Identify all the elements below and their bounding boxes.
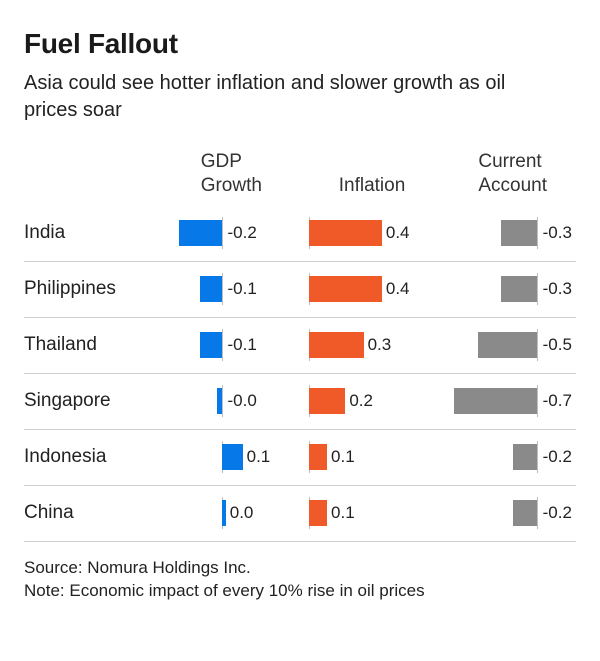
bar-current_account	[501, 276, 536, 302]
axis-line	[537, 441, 538, 473]
axis-line	[222, 329, 223, 361]
value-current_account: -0.3	[543, 279, 572, 299]
cell-current_account: -0.2	[435, 430, 576, 485]
value-gdp: -0.0	[228, 391, 257, 411]
axis-line	[537, 273, 538, 305]
chart-title: Fuel Fallout	[24, 28, 576, 60]
cell-gdp: -0.2	[154, 206, 295, 261]
metric-label-ca-l2: Account	[478, 175, 547, 196]
cell-inflation: 0.1	[295, 430, 436, 485]
country-label: India	[24, 222, 154, 244]
metric-label-gdp-l1: GDP	[201, 151, 242, 172]
data-rows-container: India -0.2 0.4 -0.3 Philippines -0.1 0.4 -0.3 Th…	[24, 206, 576, 542]
cell-inflation: 0.4	[295, 206, 436, 261]
metric-label-gdp-l2: Growth	[201, 175, 262, 196]
axis-line	[537, 385, 538, 417]
bar-gdp	[179, 220, 221, 246]
data-row: China 0.0 0.1 -0.2	[24, 486, 576, 542]
bar-current_account	[478, 332, 537, 358]
metric-label-inflation: Inflation	[339, 175, 406, 196]
country-label: China	[24, 502, 154, 524]
value-current_account: -0.2	[543, 503, 572, 523]
country-label: Singapore	[24, 390, 154, 412]
data-row: Philippines -0.1 0.4 -0.3	[24, 262, 576, 318]
metric-header-ca: Current Account	[435, 150, 576, 198]
bar-current_account	[454, 388, 537, 414]
country-label: Thailand	[24, 334, 154, 356]
bar-inflation	[309, 444, 327, 470]
bar-gdp	[200, 276, 221, 302]
bar-gdp	[222, 500, 226, 526]
cell-current_account: -0.3	[435, 206, 576, 261]
axis-line	[537, 217, 538, 249]
bar-inflation	[309, 388, 346, 414]
value-gdp: 0.1	[247, 447, 271, 467]
value-gdp: -0.2	[228, 223, 257, 243]
cell-inflation: 0.2	[295, 374, 436, 429]
value-inflation: 0.3	[368, 335, 392, 355]
bar-current_account	[513, 500, 537, 526]
axis-line	[222, 217, 223, 249]
data-row: Singapore -0.0 0.2 -0.7	[24, 374, 576, 430]
cell-current_account: -0.7	[435, 374, 576, 429]
data-row: India -0.2 0.4 -0.3	[24, 206, 576, 262]
value-current_account: -0.3	[543, 223, 572, 243]
header-row: GDP Growth Inflation Current Account	[24, 150, 576, 206]
value-inflation: 0.2	[349, 391, 373, 411]
value-gdp: -0.1	[228, 279, 257, 299]
data-row: Thailand -0.1 0.3 -0.5	[24, 318, 576, 374]
bar-gdp	[217, 388, 221, 414]
cell-current_account: -0.2	[435, 486, 576, 541]
cell-gdp: -0.1	[154, 262, 295, 317]
value-gdp: -0.1	[228, 335, 257, 355]
source-line: Source: Nomura Holdings Inc.	[24, 556, 576, 580]
chart-subtitle: Asia could see hotter inflation and slow…	[24, 70, 544, 124]
metric-header-inflation: Inflation	[295, 174, 436, 198]
value-inflation: 0.4	[386, 223, 410, 243]
value-inflation: 0.4	[386, 279, 410, 299]
cell-gdp: 0.0	[154, 486, 295, 541]
metric-header-gdp: GDP Growth	[154, 150, 295, 198]
note-line: Note: Economic impact of every 10% rise …	[24, 579, 576, 603]
country-label: Indonesia	[24, 446, 154, 468]
bar-gdp	[222, 444, 243, 470]
cell-current_account: -0.5	[435, 318, 576, 373]
value-current_account: -0.7	[543, 391, 572, 411]
data-row: Indonesia 0.1 0.1 -0.2	[24, 430, 576, 486]
cell-gdp: 0.1	[154, 430, 295, 485]
cell-current_account: -0.3	[435, 262, 576, 317]
value-current_account: -0.2	[543, 447, 572, 467]
metric-label-ca-l1: Current	[478, 151, 541, 172]
cell-inflation: 0.1	[295, 486, 436, 541]
axis-line	[222, 273, 223, 305]
cell-gdp: -0.0	[154, 374, 295, 429]
bar-inflation	[309, 332, 364, 358]
axis-line	[537, 497, 538, 529]
cell-inflation: 0.3	[295, 318, 436, 373]
bar-table-chart: GDP Growth Inflation Current Account Ind…	[24, 150, 576, 542]
bar-inflation	[309, 276, 382, 302]
value-gdp: 0.0	[230, 503, 254, 523]
bar-current_account	[513, 444, 537, 470]
chart-footer: Source: Nomura Holdings Inc. Note: Econo…	[24, 556, 576, 604]
bar-inflation	[309, 500, 327, 526]
bar-inflation	[309, 220, 382, 246]
country-label: Philippines	[24, 278, 154, 300]
axis-line	[222, 385, 223, 417]
bar-current_account	[501, 220, 536, 246]
bar-gdp	[200, 332, 221, 358]
cell-gdp: -0.1	[154, 318, 295, 373]
axis-line	[537, 329, 538, 361]
value-inflation: 0.1	[331, 503, 355, 523]
value-inflation: 0.1	[331, 447, 355, 467]
cell-inflation: 0.4	[295, 262, 436, 317]
value-current_account: -0.5	[543, 335, 572, 355]
